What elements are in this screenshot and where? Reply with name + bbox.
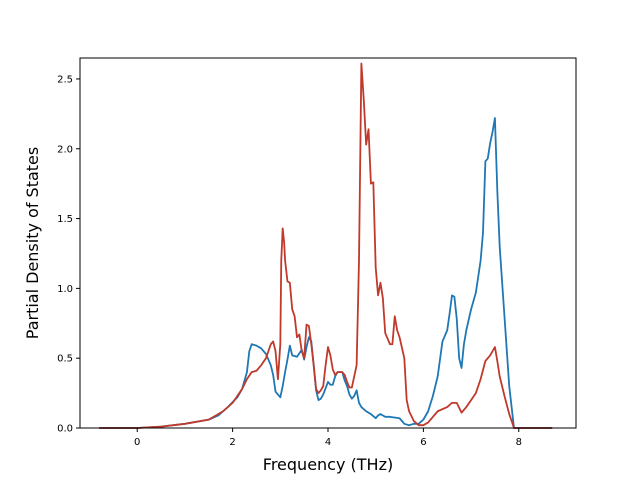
x-axis-ticks: 0 2 4 6 8 [134, 428, 522, 448]
x-tick-label: 8 [516, 437, 522, 448]
y-tick-label: 2.5 [57, 74, 73, 85]
y-tick-label: 0.0 [57, 424, 73, 435]
series-line-1 [99, 117, 553, 429]
plot-background [80, 58, 576, 428]
x-tick-label: 4 [325, 437, 331, 448]
y-tick-label: 1.0 [57, 284, 73, 295]
y-tick-label: 1.5 [57, 214, 73, 225]
x-axis-label: Frequency (THz) [263, 455, 393, 474]
y-axis-ticks: 0.0 0.5 1.0 1.5 2.0 2.5 [57, 74, 80, 435]
series-line-2 [99, 62, 553, 429]
y-tick-label: 0.5 [57, 354, 73, 365]
x-tick-label: 2 [229, 437, 235, 448]
y-axis-label: Partial Density of States [23, 147, 42, 339]
series-layer [99, 62, 553, 429]
x-tick-label: 0 [134, 437, 140, 448]
y-tick-label: 2.0 [57, 144, 73, 155]
x-tick-label: 6 [420, 437, 426, 448]
